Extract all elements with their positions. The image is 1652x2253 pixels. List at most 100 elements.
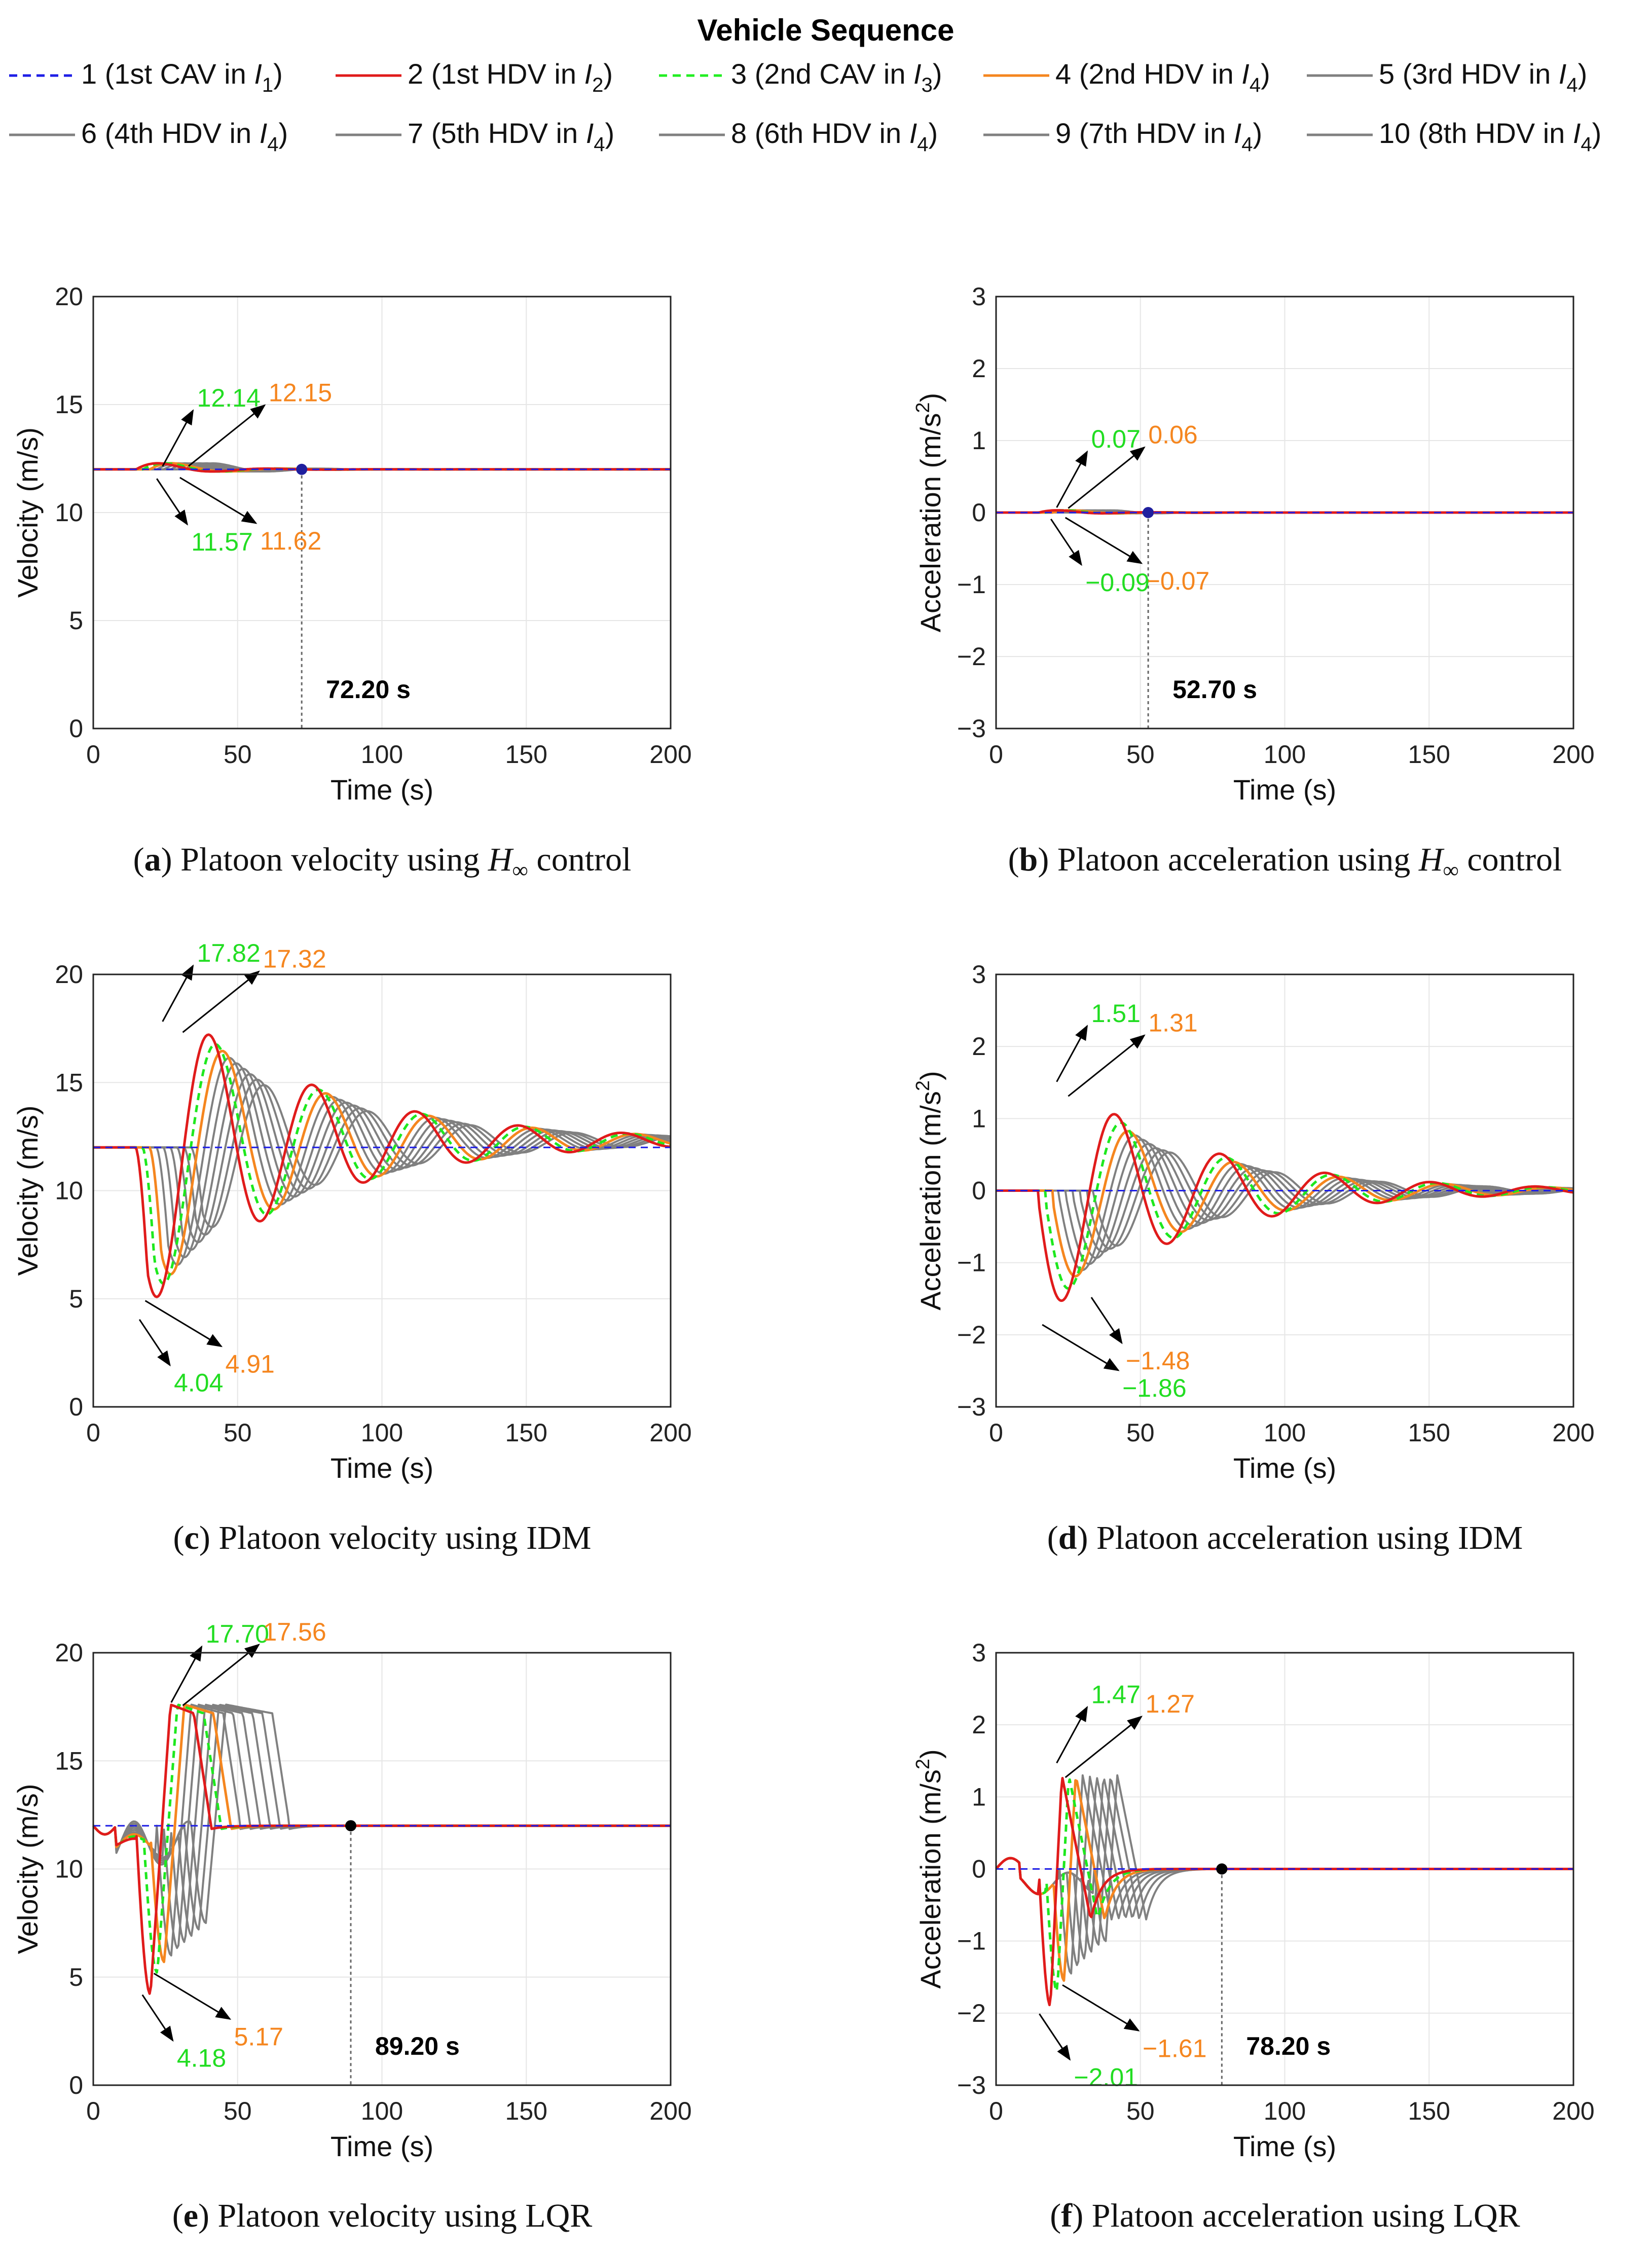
legend-label-text: 4 (2nd HDV in	[1055, 58, 1241, 90]
x-tick-label: 150	[505, 2097, 547, 2125]
legend-title: Vehicle Sequence	[697, 13, 955, 47]
legend-label-text: 9 (7th HDV in	[1055, 117, 1234, 149]
annotation-label: −1.61	[1143, 2034, 1207, 2062]
series-line-vehicle-2	[996, 1113, 1574, 1302]
y-tick-label: 15	[55, 1068, 83, 1097]
x-tick-label: 0	[989, 1419, 1003, 1447]
caption-b: (b) Platoon acceleration using H∞ contro…	[930, 841, 1640, 883]
legend-label: 6 (4th HDV in I4)	[81, 117, 288, 156]
legend-label-text: 1 (1st CAV in	[81, 58, 254, 90]
axes-box	[995, 973, 1574, 1408]
y-axis-label-superscript: 2	[912, 1080, 934, 1091]
x-tick-label: 0	[86, 2097, 100, 2125]
annotation-label: 12.14	[197, 384, 261, 412]
legend-close-paren: )	[603, 58, 613, 90]
chart-panel-d: 0 50 100 150 200 −3 −2 −1 0 1 2 3 1.51 1.31 −1.86−1.48…	[912, 960, 1595, 1484]
y-axis-label-superscript: 2	[912, 402, 934, 413]
caption-paren-open: (	[172, 2197, 183, 2234]
x-tick-label: 150	[1408, 2097, 1450, 2125]
annotation-label: 4.18	[177, 2044, 226, 2073]
x-tick-label: 100	[361, 2097, 403, 2125]
y-tick-label: −1	[957, 1249, 986, 1277]
series-line-vehicle-9	[93, 1078, 671, 1236]
x-tick-label: 0	[989, 740, 1003, 769]
legend-entry: 1 (1st CAV in I1)	[9, 58, 283, 96]
annotation-arrow	[179, 477, 258, 524]
legend-label-text: 2 (1st HDV in	[408, 58, 584, 90]
caption-paren-open: (	[1050, 2197, 1061, 2234]
caption-paren-close: )	[1038, 841, 1049, 878]
annotation-label: −0.07	[1146, 567, 1210, 595]
annotation-arrow	[170, 1645, 203, 1703]
x-tick-label: 150	[505, 1419, 547, 1447]
series-line-vehicle-6	[996, 1138, 1574, 1265]
legend-label: 7 (5th HDV in I4)	[408, 117, 614, 156]
legend-set-letter: I	[1241, 58, 1250, 90]
legend-label: 9 (7th HDV in I4)	[1055, 117, 1262, 156]
legend-set-letter: I	[909, 117, 917, 149]
caption-math: H	[488, 841, 512, 878]
annotation-label: 5.17	[234, 2022, 283, 2051]
x-axis-label: Time (s)	[1233, 774, 1336, 806]
x-tick-label: 50	[1126, 1419, 1155, 1447]
annotation-label: 17.70	[206, 1620, 269, 1648]
caption-paren-close: )	[198, 2197, 209, 2234]
annotation-label: −1.86	[1122, 1374, 1187, 1402]
caption-paren-open: (	[133, 841, 144, 878]
x-axis-label: Time (s)	[331, 2130, 433, 2162]
caption-paren-open: (	[173, 1519, 185, 1556]
x-tick-label: 50	[1126, 740, 1155, 769]
series-line-vehicle-4	[93, 1049, 671, 1276]
legend-set-letter: I	[913, 58, 922, 90]
annotation-arrow	[144, 1300, 223, 1348]
annotation-arrow	[1068, 1034, 1146, 1097]
caption-text: Platoon acceleration using LQR	[1083, 2197, 1520, 2234]
y-tick-label: 0	[69, 1393, 83, 1421]
legend-label-text: 3 (2nd CAV in	[731, 58, 913, 90]
axes-box	[92, 973, 672, 1408]
x-tick-label: 100	[1264, 740, 1306, 769]
series-line-vehicle-3	[93, 1043, 671, 1285]
y-tick-label: 10	[55, 1177, 83, 1205]
annotation-arrow	[1056, 450, 1088, 508]
y-tick-label: 0	[69, 714, 83, 743]
y-axis-label-close: )	[914, 1749, 946, 1759]
x-tick-label: 150	[1408, 1419, 1450, 1447]
legend-label: 2 (1st HDV in I2)	[408, 58, 613, 96]
legend-entry: 6 (4th HDV in I4)	[9, 117, 288, 156]
chart-panel-a: 0 50 100 150 200 0 5 10 15 20 72.20 s 12.14 12.15 11.…	[12, 282, 692, 806]
y-axis-label-close: )	[914, 1071, 946, 1080]
legend-subscript: 4	[267, 133, 278, 156]
chart-panel-c: 0 50 100 150 200 0 5 10 15 20 17.82 17.32 4.914.04 Ti…	[12, 939, 692, 1484]
annotation-label: 11.57	[191, 528, 252, 556]
annotation-arrow	[182, 970, 260, 1033]
caption-paren-close: )	[1077, 1519, 1088, 1556]
y-tick-label: −3	[957, 1393, 986, 1421]
annotation-arrow	[182, 1644, 260, 1706]
y-tick-label: 0	[972, 1177, 986, 1205]
legend-label-text: 5 (3rd HDV in	[1379, 58, 1559, 90]
x-tick-label: 200	[649, 740, 691, 769]
legend-close-paren: )	[1578, 58, 1588, 90]
axes-box	[995, 296, 1574, 730]
y-axis-label: Velocity (m/s)	[12, 1105, 44, 1276]
legend-label: 5 (3rd HDV in I4)	[1379, 58, 1587, 96]
y-tick-label: 5	[69, 1963, 83, 1991]
annotation-label: 4.04	[174, 1369, 223, 1397]
y-axis-label: Velocity (m/s)	[12, 427, 44, 598]
caption-paren-close: )	[161, 841, 172, 878]
annotation-label: 1.47	[1091, 1681, 1141, 1709]
legend-label-text: 8 (6th HDV in	[731, 117, 909, 149]
legend-label: 3 (2nd CAV in I3)	[731, 58, 942, 96]
y-tick-label: 20	[55, 1639, 83, 1667]
annotation-arrow	[138, 1319, 171, 1367]
settle-time-label: 72.20 s	[326, 675, 411, 704]
caption-letter: a	[144, 841, 161, 878]
y-axis-label-close: )	[914, 393, 946, 403]
x-tick-label: 100	[1264, 1419, 1306, 1447]
legend-set-letter: I	[1234, 117, 1242, 149]
x-axis-label: Time (s)	[331, 774, 433, 806]
legend-set-letter: I	[584, 58, 593, 90]
